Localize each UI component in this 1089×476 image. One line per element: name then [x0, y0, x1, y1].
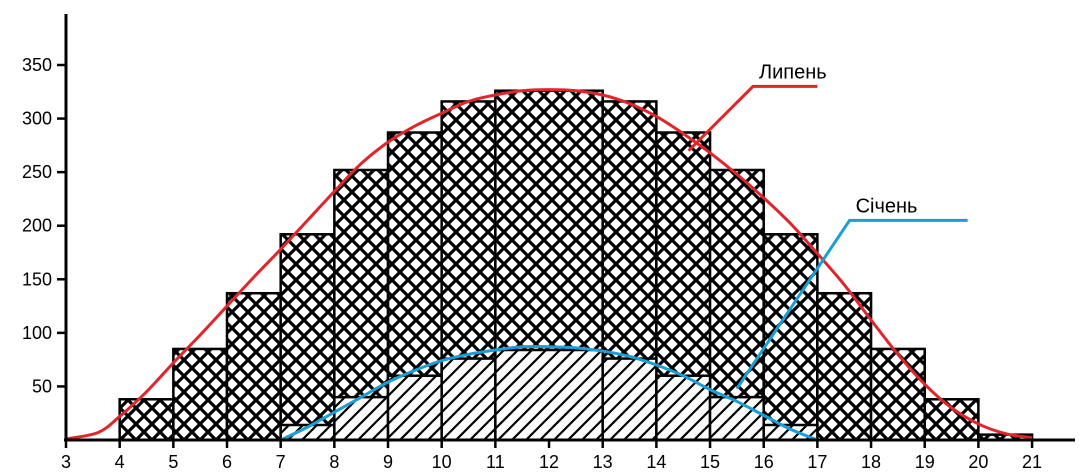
x-tick-label-4: 4 [115, 452, 125, 472]
annotation-leader-1 [735, 218, 968, 390]
y-tick-label-300: 300 [22, 109, 52, 129]
curve-lypen [65, 88, 1033, 441]
bars-layer [118, 89, 1034, 442]
x-tick-label-6: 6 [222, 452, 232, 472]
bar-lypen-3 [279, 233, 336, 442]
curve-sichen [280, 345, 818, 442]
bar-sichen-4 [494, 348, 604, 442]
y-tick-label-100: 100 [22, 323, 52, 343]
x-tick-label-13: 13 [593, 452, 613, 472]
curves-layer [65, 88, 1033, 442]
y-tick-label-50: 50 [32, 376, 52, 396]
y-tick-label-350: 350 [22, 55, 52, 75]
x-tick-label-3: 3 [61, 452, 71, 472]
bar-sichen-5 [601, 357, 658, 442]
bar-sichen-1 [333, 395, 390, 442]
bar-lypen-13 [869, 347, 926, 442]
x-tick-label-11: 11 [486, 452, 505, 472]
bar-lypen-0 [118, 398, 175, 442]
bar-lypen-2 [225, 291, 282, 442]
annotation-label-1: Січень [856, 195, 918, 217]
bar-sichen-7 [708, 395, 765, 442]
x-tick-label-18: 18 [861, 452, 881, 472]
x-tick-label-12: 12 [539, 452, 559, 472]
bar-lypen-1 [172, 347, 229, 442]
y-tick-label-200: 200 [22, 216, 52, 236]
annotation-leader-0 [687, 84, 818, 152]
x-tick-label-19: 19 [915, 452, 935, 472]
x-tick-label-20: 20 [968, 452, 988, 472]
x-tick-label-14: 14 [646, 452, 666, 472]
y-tick-label-250: 250 [22, 162, 52, 182]
annotation-label-0: Липень [759, 61, 827, 83]
x-tick-label-9: 9 [383, 452, 393, 472]
x-tick-label-8: 8 [329, 452, 339, 472]
bar-sichen-3 [440, 357, 497, 442]
bar-lypen-4 [333, 168, 390, 442]
bar-lypen-12 [816, 291, 873, 442]
x-tick-label-17: 17 [807, 452, 827, 472]
y-tick-label-150: 150 [22, 269, 52, 289]
axes-layer: 50 100 150 200 250 300 350 3 4 5 6 7 8 9 10 11 12 13 14 15 1… [22, 14, 1075, 472]
bar-sichen-2 [386, 374, 443, 442]
x-tick-label-21: 21 [1022, 452, 1042, 472]
x-tick-label-5: 5 [168, 452, 178, 472]
x-tick-label-15: 15 [700, 452, 720, 472]
x-tick-label-16: 16 [754, 452, 774, 472]
x-tick-label-10: 10 [432, 452, 452, 472]
x-tick-label-7: 7 [276, 452, 286, 472]
labels-layer: Липень Січень [687, 61, 968, 390]
